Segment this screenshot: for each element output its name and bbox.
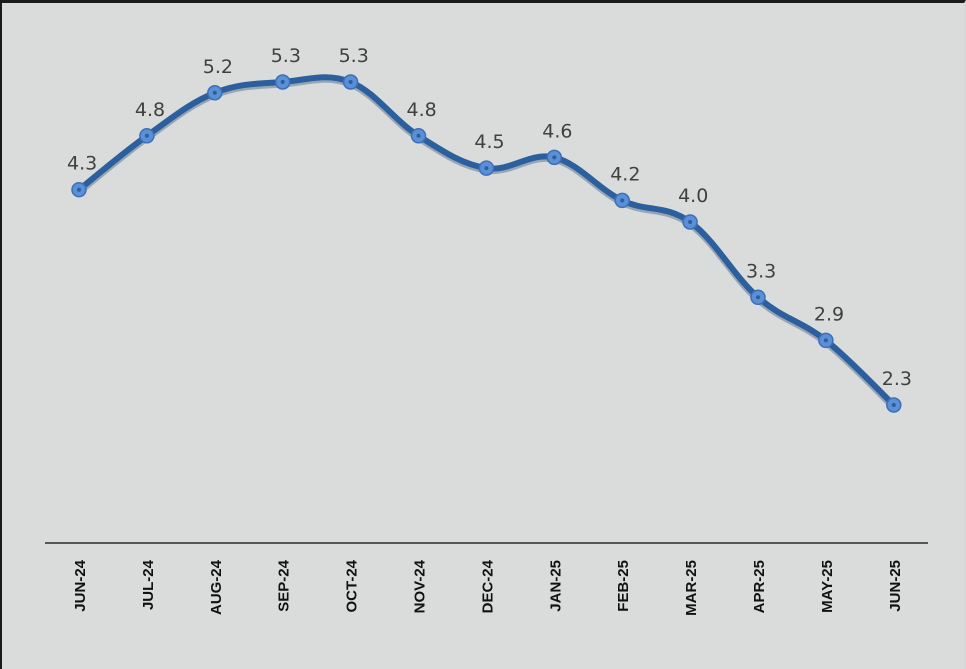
x-tick-label-sep-24: SEP-24 xyxy=(276,559,293,611)
data-label-jun-24: 4.3 xyxy=(67,153,97,175)
data-point-center-sep-24 xyxy=(280,80,285,84)
data-point-center-nov-24 xyxy=(416,133,421,138)
series-line xyxy=(76,74,897,408)
x-tick-label-oct-24: OCT-24 xyxy=(344,559,361,612)
data-label-aug-24: 5.2 xyxy=(203,56,233,78)
x-tick-label-nov-24: NOV-24 xyxy=(412,559,429,613)
x-tick-label-mar-25: MAR-25 xyxy=(683,560,700,616)
x-tick-label-feb-25: FEB-25 xyxy=(615,560,632,612)
x-tick-label-may-25: MAY-25 xyxy=(819,560,836,613)
data-label-mar-25: 4.0 xyxy=(678,185,708,207)
data-label-group: 4.3 4.8 5.2 5.3 5.3 4.8 4.5 4.6 4.2 4.0 3.3 2.9 2.3 xyxy=(67,45,912,390)
data-point-center-mar-25 xyxy=(688,220,693,224)
data-point-center-aug-24 xyxy=(212,90,217,95)
data-point-center-may-25 xyxy=(823,338,828,343)
data-label-oct-24: 5.3 xyxy=(339,45,369,67)
data-label-jan-25: 4.6 xyxy=(542,120,572,142)
series-group xyxy=(71,74,902,413)
x-tick-label-jul-24: JUL-24 xyxy=(140,559,157,610)
data-label-apr-25: 3.3 xyxy=(746,260,776,282)
data-label-jun-25: 2.3 xyxy=(882,368,912,390)
data-label-may-25: 2.9 xyxy=(814,303,844,325)
x-tick-label-jan-25: JAN-25 xyxy=(547,560,564,612)
x-tick-label-jun-24: JUN-24 xyxy=(72,559,89,611)
data-label-nov-24: 4.8 xyxy=(407,99,437,121)
data-label-feb-25: 4.2 xyxy=(610,163,640,185)
data-point-center-oct-24 xyxy=(348,80,353,84)
data-point-center-jul-24 xyxy=(144,133,149,138)
data-point-center-jun-24 xyxy=(77,187,81,192)
data-point-center-jun-25 xyxy=(891,403,896,407)
x-tick-label-dec-24: DEC-24 xyxy=(479,559,496,613)
x-tick-label-apr-25: APR-25 xyxy=(751,560,768,613)
data-point-center-feb-25 xyxy=(620,198,625,203)
x-tick-labels: JUN-24 JUL-24 AUG-24 SEP-24 OCT-24 NOV-24 DEC-… xyxy=(72,559,904,616)
data-label-sep-24: 5.3 xyxy=(271,45,301,67)
x-tick-label-aug-24: AUG-24 xyxy=(208,559,225,615)
x-tick-label-jun-25: JUN-25 xyxy=(887,560,904,612)
data-point-center-apr-25 xyxy=(756,295,760,300)
data-label-dec-24: 4.5 xyxy=(474,131,504,153)
data-point-center-jan-25 xyxy=(552,155,557,160)
data-label-jul-24: 4.8 xyxy=(135,99,165,121)
series-line-shadow xyxy=(75,74,898,411)
data-point-center-dec-24 xyxy=(484,166,489,171)
